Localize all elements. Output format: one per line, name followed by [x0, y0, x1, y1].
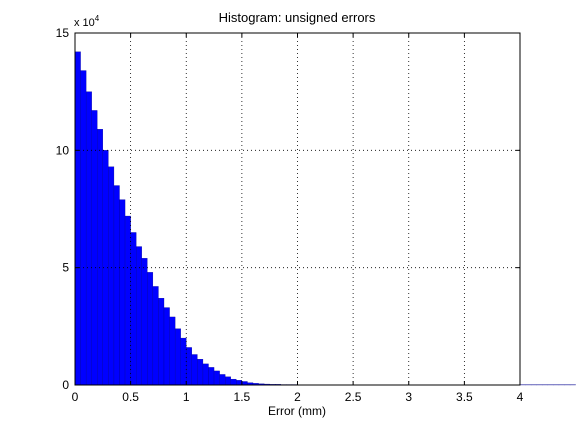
bar — [191, 354, 198, 386]
chart-title: Histogram: unsigned errors — [219, 10, 376, 25]
x-tick-label: 3.5 — [456, 390, 473, 404]
bar — [147, 272, 154, 386]
y-tick-label: 0 — [62, 378, 69, 392]
x-tick-label: 1.5 — [234, 390, 251, 404]
x-tick-label: 2 — [294, 390, 301, 404]
bar — [97, 129, 103, 386]
bar — [124, 215, 131, 386]
bar — [213, 370, 220, 386]
x-tick-label: 2.5 — [345, 390, 362, 404]
bar — [74, 51, 81, 386]
bar — [169, 316, 176, 386]
x-tick-label: 4 — [517, 390, 524, 404]
bar — [230, 378, 237, 386]
y-multiplier: x 104 — [74, 14, 100, 29]
bar — [158, 298, 165, 386]
x-tick-label: 3 — [405, 390, 412, 404]
x-tick-label: 1 — [183, 390, 190, 404]
bar — [163, 307, 170, 386]
y-multiplier-exponent: 4 — [95, 14, 100, 23]
x-tick-label: 0 — [72, 390, 79, 404]
bar — [225, 376, 231, 386]
bar — [80, 70, 87, 386]
bar — [136, 246, 142, 386]
bar — [85, 91, 92, 386]
x-axis-label: Error (mm) — [268, 404, 326, 418]
y-tick-label: 5 — [62, 261, 69, 275]
bar — [219, 374, 226, 386]
bar — [141, 258, 148, 386]
bar — [180, 337, 187, 386]
bar — [91, 110, 98, 386]
bar — [241, 381, 248, 386]
bar — [108, 166, 115, 386]
bar — [113, 185, 120, 386]
plot-frame — [74, 32, 521, 386]
y-tick-label: 10 — [56, 143, 70, 157]
bar — [152, 286, 159, 386]
bar — [208, 367, 215, 386]
bar — [197, 359, 204, 386]
bar — [202, 363, 209, 386]
bar — [236, 380, 243, 386]
bar — [130, 232, 137, 386]
bar — [186, 347, 192, 386]
bar — [119, 199, 126, 386]
x-tick-label: 0.5 — [122, 390, 139, 404]
y-tick-label: 15 — [56, 26, 70, 40]
y-multiplier-base: x 10 — [74, 17, 95, 29]
bar — [174, 328, 181, 386]
